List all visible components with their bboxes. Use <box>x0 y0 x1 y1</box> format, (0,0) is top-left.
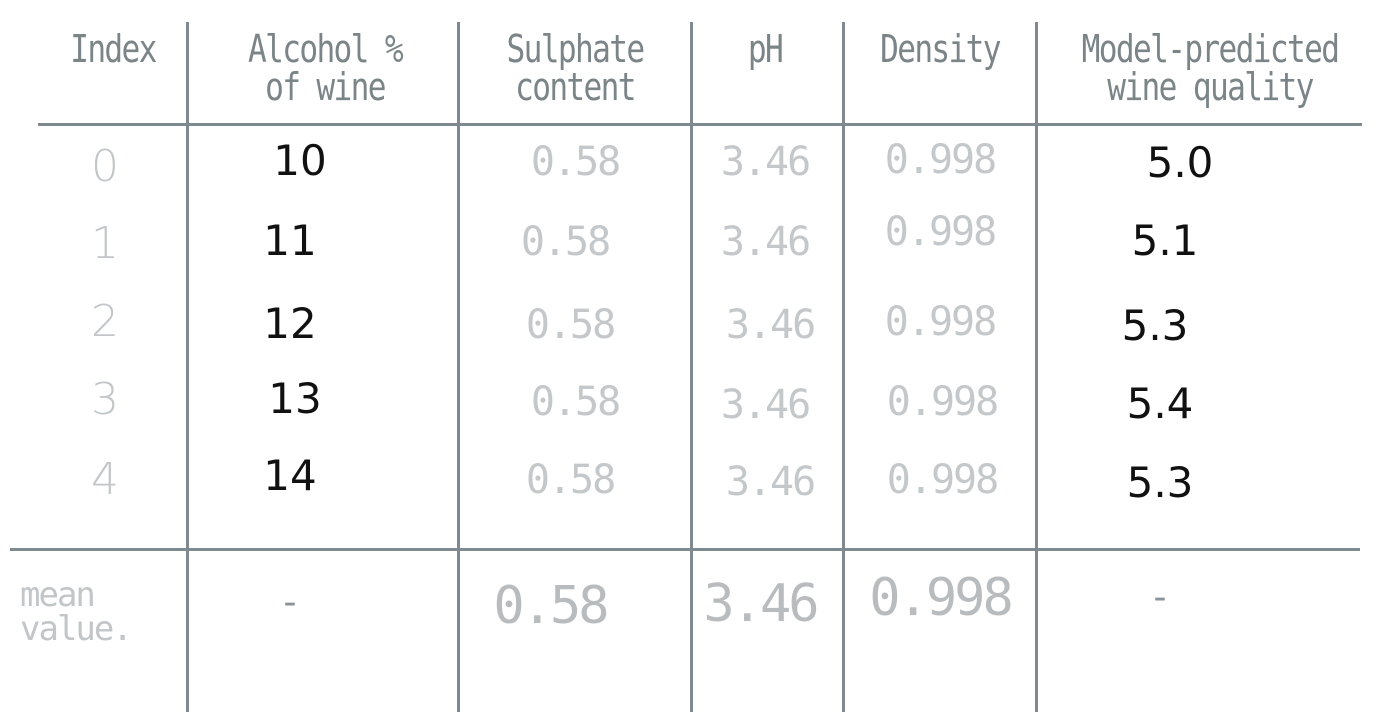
table-cell-density: 0.998 <box>886 379 999 425</box>
mean-value-ph: 3.46 <box>703 574 819 634</box>
table-cell-density: 0.998 <box>884 209 997 255</box>
header-index: Index <box>70 27 157 71</box>
table-cell-ph: 3.46 <box>725 302 816 348</box>
mean-value-quality: - <box>1153 577 1167 618</box>
mean-separator <box>10 548 1360 551</box>
mean-value-density: 0.998 <box>869 568 1014 628</box>
table-cell-ph: 3.46 <box>720 382 811 428</box>
table-cell-quality: 5.0 <box>1146 138 1214 187</box>
table-cell-index: 2 <box>91 296 119 347</box>
mean-value-sulphate: 0.58 <box>493 576 609 636</box>
mean-value-alcohol: - <box>283 582 297 623</box>
table-cell-quality: 5.1 <box>1131 216 1199 265</box>
table-cell-alcohol: 14 <box>263 451 317 500</box>
table-cell-index: 3 <box>91 374 119 425</box>
table-cell-ph: 3.46 <box>725 459 816 505</box>
table-cell-alcohol: 13 <box>268 374 322 423</box>
header-alcohol: Alcohol % of wine <box>247 27 404 109</box>
table-cell-quality: 5.4 <box>1126 379 1194 428</box>
column-divider <box>186 22 189 712</box>
header-separator <box>38 123 1362 126</box>
mean-row-label: mean value. <box>20 575 133 649</box>
table-cell-quality: 5.3 <box>1121 301 1189 350</box>
table-cell-sulphate: 0.58 <box>530 139 621 185</box>
table-cell-alcohol: 10 <box>273 136 327 185</box>
column-divider <box>690 22 693 712</box>
header-ph: pH <box>747 27 784 71</box>
table-cell-ph: 3.46 <box>720 139 811 185</box>
table-cell-sulphate: 0.58 <box>530 379 621 425</box>
table-cell-index: 0 <box>91 141 119 192</box>
table-cell-density: 0.998 <box>884 137 997 183</box>
table-cell-alcohol: 11 <box>263 216 317 265</box>
header-predicted-quality: Model-predicted wine quality <box>1081 27 1340 109</box>
table-cell-sulphate: 0.58 <box>525 302 616 348</box>
column-divider <box>842 22 845 712</box>
table-cell-density: 0.998 <box>886 457 999 503</box>
table-cell-density: 0.998 <box>884 299 997 345</box>
header-sulphate: Sulphate content <box>506 27 646 109</box>
table-cell-index: 4 <box>91 454 119 505</box>
table-cell-ph: 3.46 <box>720 219 811 265</box>
table-cell-sulphate: 0.58 <box>520 219 611 265</box>
table-cell-alcohol: 12 <box>263 299 317 348</box>
header-density: Density <box>880 27 1001 71</box>
table-cell-quality: 5.3 <box>1126 458 1194 507</box>
column-divider <box>1035 22 1038 712</box>
column-divider <box>457 22 460 712</box>
table-cell-sulphate: 0.58 <box>525 457 616 503</box>
table-cell-index: 1 <box>91 218 119 269</box>
